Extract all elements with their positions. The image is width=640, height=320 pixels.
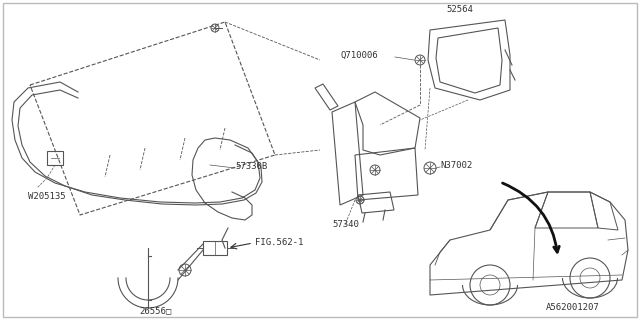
Text: W205135: W205135 — [28, 192, 66, 201]
Text: 52564: 52564 — [447, 5, 474, 14]
Text: 57340: 57340 — [332, 220, 359, 229]
Text: FIG.562-1: FIG.562-1 — [255, 237, 303, 246]
Text: 26556□: 26556□ — [139, 306, 171, 315]
Text: 57330B: 57330B — [235, 162, 268, 171]
Text: N37002: N37002 — [440, 161, 472, 170]
Text: A562001207: A562001207 — [547, 303, 600, 312]
Bar — [47, 151, 63, 165]
Text: Q710006: Q710006 — [340, 51, 378, 60]
